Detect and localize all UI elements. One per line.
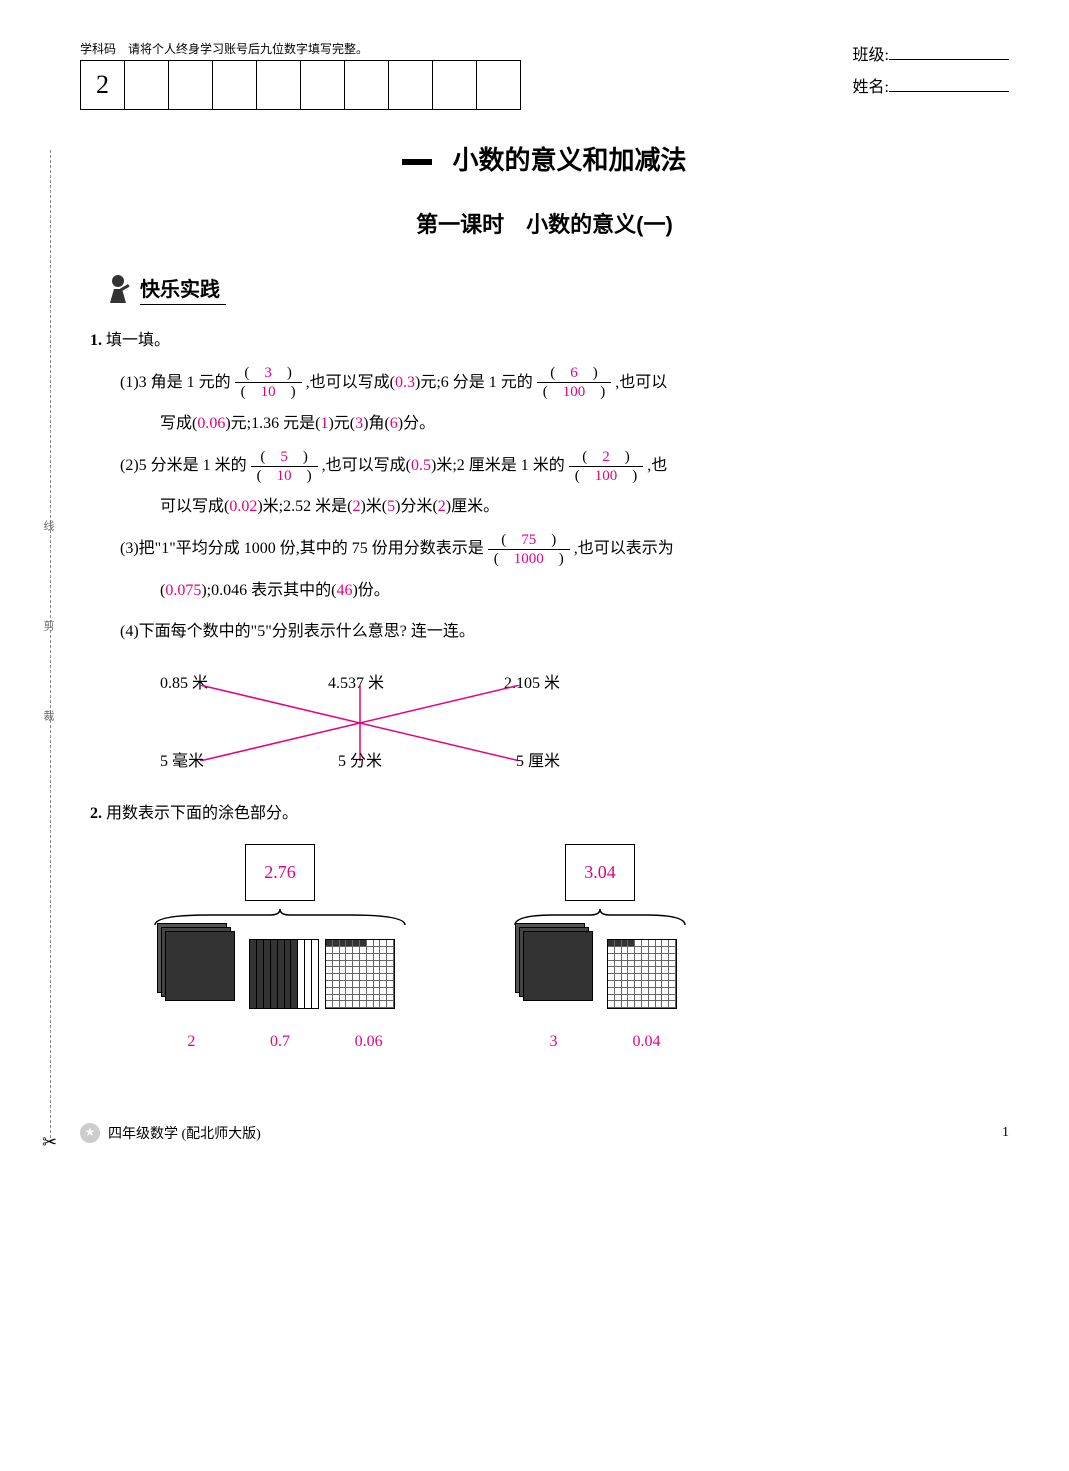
xuekema-label: 学科码 [80, 42, 116, 56]
account-box-7[interactable] [388, 60, 433, 110]
practice-icon [100, 269, 136, 305]
cut-label-c: 裁 [40, 710, 56, 721]
header: 学科码 请将个人终身学习账号后九位数字填写完整。 2 班级: 姓名: [80, 40, 1009, 110]
q1-3-label: (3) [120, 540, 139, 557]
account-box-8[interactable] [432, 60, 477, 110]
q2-g1-bars [249, 939, 319, 1009]
account-box-3[interactable] [212, 60, 257, 110]
page-number: 1 [1002, 1125, 1009, 1141]
match-diagram: 0.85 米 4.537 米 2.105 米 5 毫米 5 分米 5 厘米 [160, 663, 560, 783]
q1-3-frac1: ( 75 )( 1000 ) [488, 531, 570, 568]
q2-g1-v0: 2 [156, 1021, 226, 1063]
account-box-6[interactable] [344, 60, 389, 110]
q1-num: 1. [90, 332, 102, 349]
q2-title: 用数表示下面的涂色部分。 [106, 805, 298, 822]
class-name-box: 班级: 姓名: [853, 40, 1009, 104]
match-bot-0: 5 毫米 [160, 741, 204, 783]
name-input-line[interactable] [889, 91, 1009, 92]
section-title: 快乐实践 [140, 273, 226, 305]
account-boxes: 2 [80, 60, 521, 110]
q2-g1-full-sq [165, 931, 243, 1009]
cut-label-a: 线 [40, 520, 56, 531]
q1-3-line2: (0.075);0.046 表示其中的(46)份。 [160, 570, 1009, 612]
q2-g1-v2: 0.06 [334, 1021, 404, 1063]
account-box-2[interactable] [168, 60, 213, 110]
q1-title: 填一填。 [106, 332, 170, 349]
footer: ★ 四年级数学 (配北师大版) 1 [80, 1123, 1009, 1143]
q2-g2-total: 3.04 [565, 844, 635, 901]
q2-g1-total: 2.76 [245, 844, 315, 901]
q1-4-label: (4) [120, 623, 139, 640]
q1-1-t1: 3 角是 1 元的 [139, 374, 231, 391]
class-label: 班级: [853, 47, 889, 64]
unit-title-text: 小数的意义和加减法 [452, 145, 686, 175]
q1-2-frac2: ( 2 )( 100 ) [569, 448, 644, 485]
lesson-title: 第一课时 小数的意义(一) [80, 207, 1009, 239]
account-box-0: 2 [80, 60, 125, 110]
account-box-5[interactable] [300, 60, 345, 110]
q2-g2-v0: 3 [519, 1021, 589, 1063]
scissors-icon: ✂ [42, 1132, 57, 1153]
q2-g1-grid [325, 939, 395, 1009]
question-2: 2. 用数表示下面的涂色部分。 2.76 2 0.7 0.06 3.04 [90, 793, 1009, 1063]
account-box-9[interactable] [476, 60, 521, 110]
q2-group-2: 3.04 3 0.04 [510, 844, 690, 1062]
xuekema-hint: 请将个人终身学习账号后九位数字填写完整。 [128, 42, 368, 56]
q1-4: (4)下面每个数中的"5"分别表示什么意思? 连一连。 0.85 米 4.537… [120, 611, 1009, 783]
q1-1: (1)3 角是 1 元的 ( 3 )( 10 ) ,也可以写成(0.3)元;6 … [120, 362, 1009, 404]
account-box-4[interactable] [256, 60, 301, 110]
cut-label-b: 剪 [40, 620, 56, 631]
q1-1-a1: 0.3 [395, 374, 415, 391]
account-box-1[interactable] [124, 60, 169, 110]
q1-2: (2)5 分米是 1 米的 ( 5 )( 10 ) ,也可以写成(0.5)米;2… [120, 445, 1009, 487]
match-bot-1: 5 分米 [338, 741, 382, 783]
cut-line [50, 150, 51, 1143]
q1-1-line2: 写成(0.06)元;1.36 元是(1)元(3)角(6)分。 [160, 403, 1009, 445]
q1-1-frac2: ( 6 )( 100 ) [537, 364, 612, 401]
question-1: 1. 填一填。 (1)3 角是 1 元的 ( 3 )( 10 ) ,也可以写成(… [90, 320, 1009, 783]
q1-1-frac1: ( 3 )( 10 ) [235, 364, 302, 401]
q2-g2-v1: 0.04 [612, 1021, 682, 1063]
q1-1-label: (1) [120, 374, 139, 391]
q1-2-frac1: ( 5 )( 10 ) [251, 448, 318, 485]
footer-text: 四年级数学 (配北师大版) [108, 1123, 261, 1143]
q2-g2-full-sq [523, 931, 601, 1009]
q2-num: 2. [90, 805, 102, 822]
unit-title: 小数的意义和加减法 [80, 140, 1009, 177]
section-header: 快乐实践 [100, 269, 1009, 305]
q1-3: (3)把"1"平均分成 1000 份,其中的 75 份用分数表示是 ( 75 )… [120, 528, 1009, 570]
footer-badge-icon: ★ [80, 1123, 100, 1143]
match-bot-2: 5 厘米 [516, 741, 560, 783]
q1-2-line2: 可以写成(0.02)米;2.52 米是(2)米(5)分米(2)厘米。 [160, 486, 1009, 528]
q1-2-label: (2) [120, 457, 139, 474]
name-label: 姓名: [853, 79, 889, 96]
q2-g1-v1: 0.7 [245, 1021, 315, 1063]
q2-g2-grid [607, 939, 677, 1009]
q2-group-1: 2.76 2 0.7 0.06 [150, 844, 410, 1062]
class-input-line[interactable] [889, 59, 1009, 60]
